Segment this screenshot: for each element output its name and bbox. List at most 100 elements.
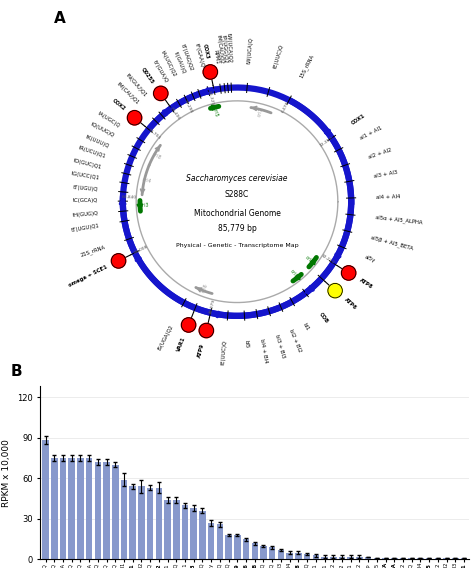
Bar (103, 462, 110, 559)
Text: A: A (55, 11, 66, 27)
Text: tT(UAG)Q2: tT(UAG)Q2 (180, 43, 194, 72)
Bar (138, 486, 145, 559)
Text: tI(GAU)Q: tI(GAU)Q (173, 51, 186, 74)
Text: tY(GUA)Q: tY(GUA)Q (152, 59, 169, 83)
Text: al4 + AI4: al4 + AI4 (376, 194, 400, 200)
Circle shape (328, 283, 342, 298)
Text: ATP6: ATP6 (343, 298, 357, 311)
Bar (86, 458, 92, 559)
Bar (234, 535, 241, 559)
Text: Q0255: Q0255 (140, 66, 155, 84)
Bar (243, 539, 249, 559)
Bar (383, 558, 389, 559)
Text: 73,704: 73,704 (147, 127, 161, 140)
Text: RPM1: RPM1 (212, 49, 219, 65)
Text: tK(UUU)Q: tK(UUU)Q (85, 134, 110, 149)
Bar (461, 558, 467, 559)
Text: S288C: S288C (225, 190, 249, 199)
Bar (225, 535, 232, 559)
Bar (112, 465, 118, 559)
Text: 46,079: 46,079 (209, 298, 216, 314)
Text: Physical - Genetic - Transcriptome Map: Physical - Genetic - Transcriptome Map (176, 243, 298, 248)
Bar (173, 500, 180, 559)
Bar (304, 554, 310, 559)
Text: COB: COB (319, 311, 330, 324)
Circle shape (111, 254, 126, 268)
Text: al1 + AI1: al1 + AI1 (360, 125, 383, 141)
Bar (443, 558, 450, 559)
Bar (295, 553, 301, 559)
Text: tW(UCA)Q2: tW(UCA)Q2 (226, 33, 233, 63)
Text: 13,357: 13,357 (319, 136, 334, 148)
Bar (269, 548, 275, 559)
Bar (260, 546, 267, 559)
Text: ori5: ori5 (212, 107, 219, 117)
Bar (252, 543, 258, 559)
Text: bl4 + BI4: bl4 + BI4 (259, 338, 268, 363)
Text: tN(GUU)Q1: tN(GUU)Q1 (125, 73, 148, 99)
Text: B: B (10, 364, 22, 379)
Bar (426, 558, 432, 559)
Y-axis label: RPKM x 10,000: RPKM x 10,000 (2, 439, 11, 507)
Bar (95, 462, 101, 559)
Text: tA(UGC)Q2: tA(UGC)Q2 (160, 50, 178, 78)
Bar (147, 488, 154, 559)
Text: COX2: COX2 (111, 98, 126, 111)
Text: ori4: ori4 (142, 177, 153, 184)
Bar (452, 558, 458, 559)
Text: ATP8: ATP8 (358, 278, 374, 290)
Text: tM(CAU)Q2: tM(CAU)Q2 (216, 34, 225, 64)
Bar (347, 557, 354, 559)
Text: al5α + AI5_ALPHA: al5α + AI5_ALPHA (374, 215, 422, 225)
Text: tE(UUC)Q: tE(UUC)Q (221, 340, 228, 365)
Text: IS(UGA)Q2: IS(UGA)Q2 (157, 323, 174, 350)
Text: ori6: ori6 (201, 283, 209, 294)
Text: 82,329: 82,329 (206, 90, 214, 106)
Bar (321, 557, 328, 559)
Bar (217, 524, 223, 559)
Circle shape (203, 65, 218, 79)
Text: tR(UCU)Q1: tR(UCU)Q1 (77, 145, 106, 160)
Bar (278, 550, 284, 559)
Bar (68, 458, 75, 559)
Bar (400, 558, 406, 559)
Bar (330, 557, 337, 559)
Text: tW(UCA)Q: tW(UCA)Q (246, 36, 254, 64)
Bar (391, 558, 398, 559)
Text: tT(UGU)Q1: tT(UGU)Q1 (72, 223, 100, 233)
Text: bl3 + BI3: bl3 + BI3 (273, 335, 285, 359)
Text: ATP9: ATP9 (198, 343, 206, 358)
Text: 85,779 bp: 85,779 bp (218, 224, 256, 233)
Bar (155, 488, 162, 559)
Text: Saccharomyces cerevisiae: Saccharomyces cerevisiae (186, 174, 288, 183)
Text: tF(GAA)Q: tF(GAA)Q (194, 43, 205, 68)
Text: 58,008: 58,008 (133, 244, 149, 255)
Text: 77,406: 77,406 (169, 107, 181, 122)
Circle shape (154, 86, 168, 101)
Bar (182, 506, 188, 559)
Bar (339, 557, 345, 559)
Text: 64,840: 64,840 (122, 195, 137, 200)
Text: 21S_rRNA: 21S_rRNA (80, 244, 107, 258)
Bar (312, 556, 319, 559)
Circle shape (182, 318, 196, 332)
Text: ori1: ori1 (257, 107, 264, 118)
Text: tT(UGU)Q: tT(UGU)Q (73, 185, 99, 193)
Text: omega + SCE1: omega + SCE1 (67, 265, 108, 288)
Text: bl2 + BI2: bl2 + BI2 (288, 329, 302, 353)
Bar (77, 458, 84, 559)
Text: bl1: bl1 (302, 322, 310, 332)
Text: al2 + AI2: al2 + AI2 (368, 147, 392, 160)
Bar (208, 523, 214, 559)
Text: 6,470: 6,470 (281, 101, 290, 114)
Bar (409, 558, 415, 559)
Text: bl5: bl5 (244, 340, 249, 349)
Text: VAR1: VAR1 (176, 336, 186, 353)
Circle shape (199, 323, 214, 338)
Bar (435, 558, 441, 559)
Text: tG(UCC)Q1: tG(UCC)Q1 (71, 172, 100, 181)
Bar (129, 486, 136, 559)
Bar (121, 479, 127, 559)
Text: ori7: ori7 (304, 254, 314, 264)
Text: tC(GCA)Q: tC(GCA)Q (73, 198, 98, 203)
